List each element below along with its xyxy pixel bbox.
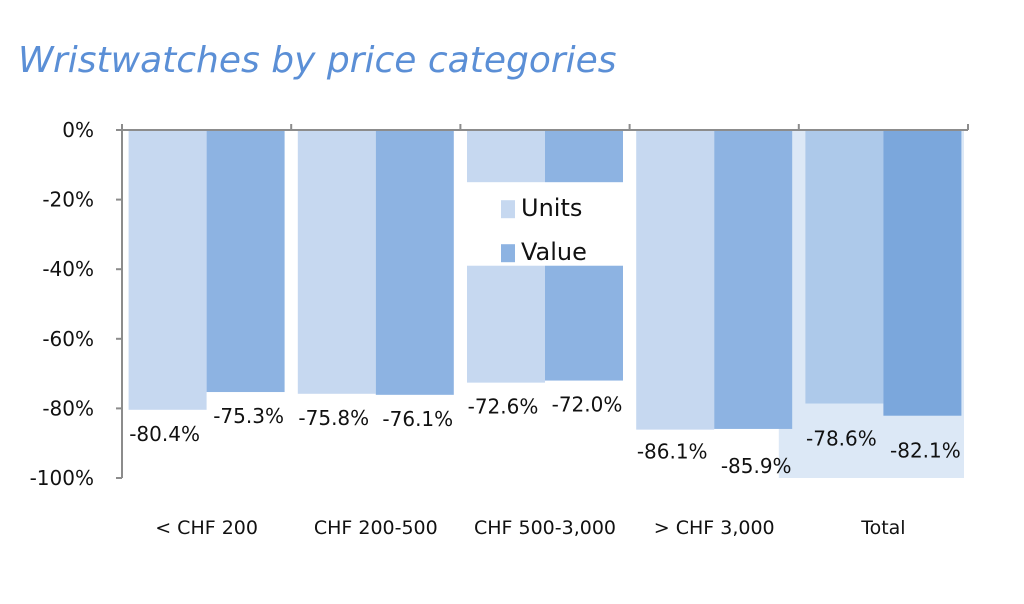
bar-units-2 (297, 130, 376, 394)
y-tick-label: -20% (42, 188, 94, 212)
category-label: CHF 500-3,000 (474, 517, 616, 539)
y-tick-label: -80% (42, 396, 94, 420)
data-label-units-4: -86.1% (637, 440, 708, 464)
category-label: < CHF 200 (155, 517, 258, 539)
data-label-value-3: -72.0% (552, 393, 623, 417)
bar-units-5 (805, 130, 884, 404)
data-label-units-2: -75.8% (298, 406, 369, 430)
bar-units-1 (128, 130, 207, 410)
data-label-value-1: -75.3% (213, 404, 284, 428)
chart-title: Wristwatches by price categories (18, 40, 617, 81)
y-tick-label: -40% (42, 257, 94, 281)
bar-value-2 (375, 130, 454, 395)
data-label-units-1: -80.4% (129, 422, 200, 446)
bar-value-1 (206, 130, 285, 393)
data-label-units-5: -78.6% (806, 427, 877, 451)
category-label: > CHF 3,000 (654, 517, 775, 539)
legend-label-value: Value (521, 238, 587, 266)
bar-value-4 (714, 130, 793, 429)
data-label-value-5: -82.1% (890, 439, 961, 463)
y-tick-label: -60% (42, 327, 94, 351)
data-label-value-2: -76.1% (382, 407, 453, 431)
legend-label-units: Units (521, 194, 582, 222)
data-label-value-4: -85.9% (721, 454, 792, 478)
category-label: Total (860, 517, 905, 539)
y-tick-label: -100% (30, 466, 94, 490)
legend-swatch-value (501, 244, 515, 263)
y-tick-label: 0% (62, 118, 94, 142)
legend-box (465, 182, 625, 266)
bar-units-4 (636, 130, 715, 430)
data-label-units-3: -72.6% (468, 395, 539, 419)
category-label: CHF 200-500 (314, 517, 438, 539)
legend-swatch-units (501, 200, 515, 219)
bar-value-5 (883, 130, 962, 416)
